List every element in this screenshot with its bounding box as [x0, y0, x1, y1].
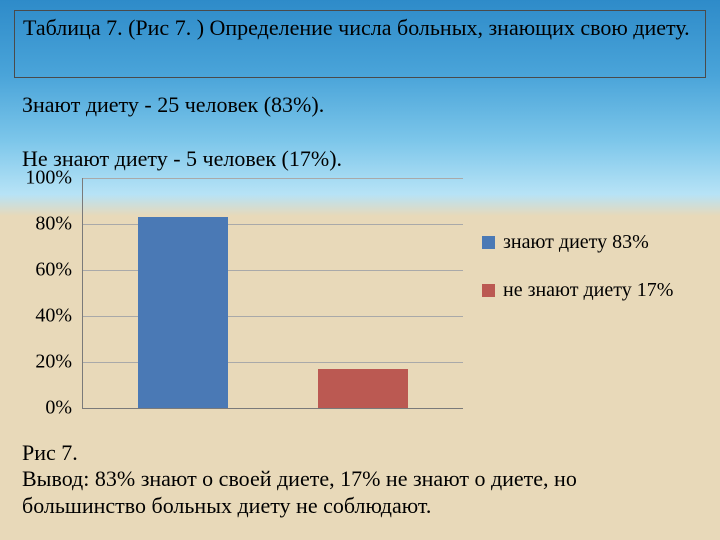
bar-chart: 0% 20% 40% 60% 80% 100% знают диету 83% … [22, 170, 698, 430]
plot-area [82, 178, 463, 409]
legend-label: не знают диету 17% [503, 278, 673, 302]
text-know: Знают диету - 25 человек (83%). [22, 92, 324, 118]
ytick-100: 100% [25, 167, 72, 190]
ytick-40: 40% [35, 305, 72, 328]
legend-label: знают диету 83% [503, 230, 649, 254]
ytick-0: 0% [45, 397, 72, 420]
ytick-20: 20% [35, 351, 72, 374]
bar-know [138, 217, 228, 408]
caption-fig: Рис 7. [22, 440, 78, 465]
legend-item-dont-know: не знают диету 17% [482, 278, 692, 302]
legend-item-know: знают диету 83% [482, 230, 692, 254]
slide: { "title": "Таблица 7. (Рис 7. ) Определ… [0, 0, 720, 540]
slide-title-box: Таблица 7. (Рис 7. ) Определение числа б… [14, 10, 706, 78]
legend-swatch-icon [482, 236, 495, 249]
legend: знают диету 83% не знают диету 17% [482, 230, 692, 326]
legend-swatch-icon [482, 284, 495, 297]
caption-text: Вывод: 83% знают о своей диете, 17% не з… [22, 466, 577, 517]
gridline [83, 178, 463, 179]
caption: Рис 7. Вывод: 83% знают о своей диете, 1… [22, 440, 698, 519]
y-axis-labels: 0% 20% 40% 60% 80% 100% [22, 170, 78, 415]
ytick-80: 80% [35, 213, 72, 236]
bar-dont-know [318, 369, 408, 408]
slide-title: Таблица 7. (Рис 7. ) Определение числа б… [23, 15, 690, 40]
ytick-60: 60% [35, 259, 72, 282]
